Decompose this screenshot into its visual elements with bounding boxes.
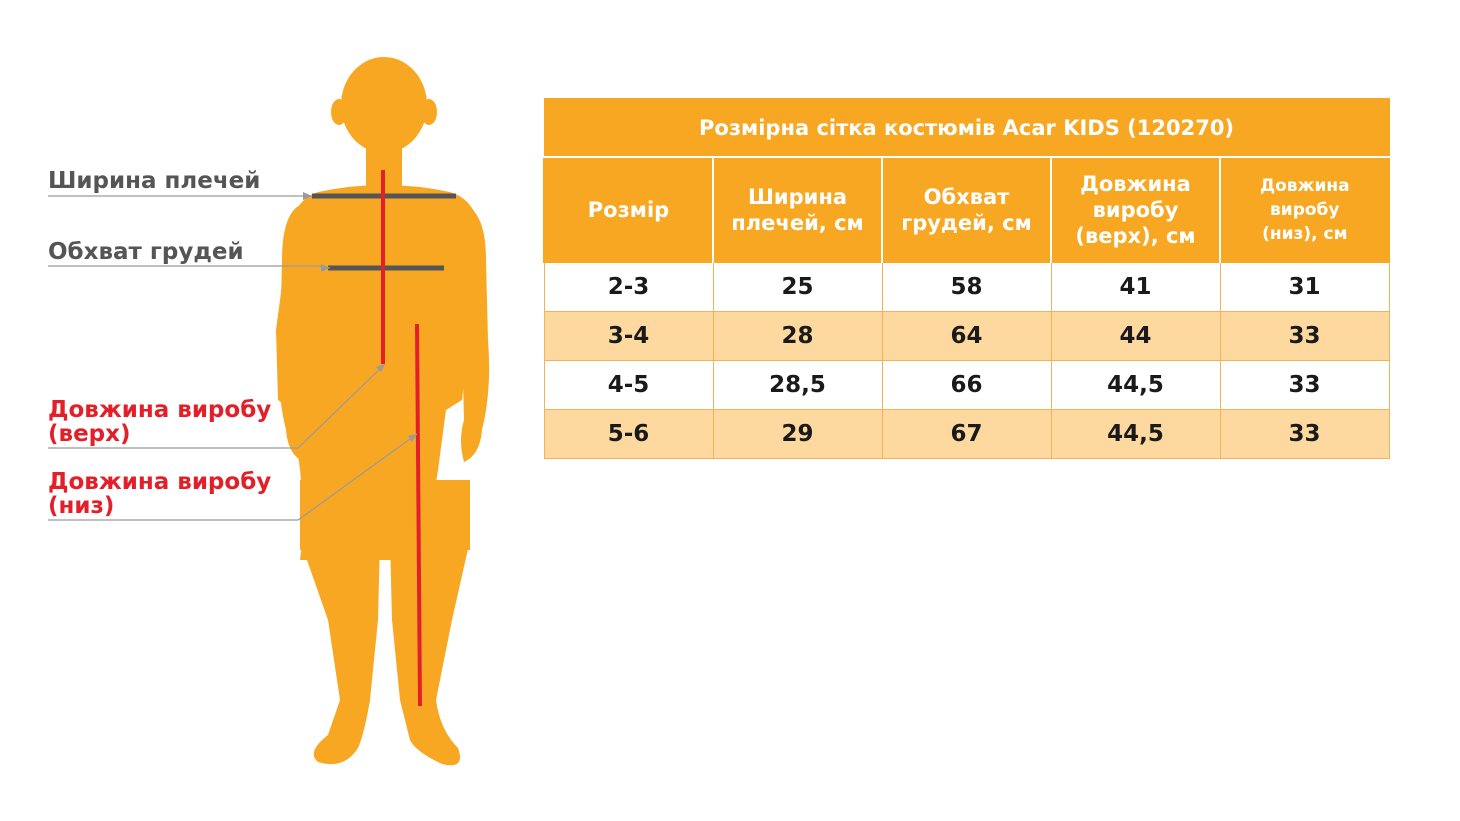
header-line: Обхват: [923, 185, 1010, 209]
shoulder-width-label: Ширина плечей: [48, 168, 261, 194]
column-header-size-text: Розмір: [587, 198, 670, 222]
table-cell: 3-4: [543, 311, 714, 361]
table-cell: 28: [712, 311, 883, 361]
body-silhouette: [276, 57, 490, 766]
table-row: 5-6 29 67 44,5 33: [543, 409, 1390, 459]
column-header-top-length: Довжина виробу (верх), см: [1050, 156, 1221, 263]
table-cell: 28,5: [712, 360, 883, 410]
leader-arrows: [303, 192, 417, 442]
table-cell: 44,5: [1050, 360, 1221, 410]
table-cell: 64: [881, 311, 1052, 361]
table-title: Розмірна сітка костюмів Acar KIDS (12027…: [543, 98, 1390, 158]
table-cell: 41: [1050, 262, 1221, 312]
header-line: (низ), см: [1262, 224, 1348, 244]
column-header-bottom-length: Довжина виробу (низ), см: [1218, 156, 1390, 263]
table-cell: 4-5: [543, 360, 714, 410]
header-line: грудей, см: [901, 211, 1032, 235]
table-row: 2-3 25 58 41 31: [543, 262, 1390, 312]
table-cell: 25: [712, 262, 883, 312]
table-cell: 31: [1219, 262, 1390, 312]
bottom-length-label-line2: (низ): [48, 493, 115, 519]
table-cell: 2-3: [543, 262, 714, 312]
table-title-row: Розмірна сітка костюмів Acar KIDS (12027…: [543, 98, 1390, 158]
table-cell: 33: [1219, 409, 1390, 459]
bottom-length-measure-line: [415, 323, 422, 707]
table-cell: 44,5: [1050, 409, 1221, 459]
column-header-size: Розмір: [543, 156, 714, 263]
body-figure: [48, 57, 490, 766]
table-cell: 44: [1050, 311, 1221, 361]
header-line: Ширина: [747, 185, 848, 209]
table-cell: 66: [881, 360, 1052, 410]
top-length-label-line1: Довжина виробу: [48, 397, 272, 423]
column-header-chest-girth: Обхват грудей, см: [881, 156, 1052, 263]
header-line: Довжина: [1259, 176, 1350, 196]
header-line: виробу: [1092, 198, 1179, 222]
top-length-label-line2: (верх): [48, 421, 131, 447]
table-row: 4-5 28,5 66 44,5 33: [543, 360, 1390, 410]
header-line: Довжина: [1080, 172, 1191, 196]
table-row: 3-4 28 64 44 33: [543, 311, 1390, 361]
header-line: (верх), см: [1075, 224, 1196, 248]
column-header-shoulder-width: Ширина плечей, см: [712, 156, 883, 263]
table-cell: 33: [1219, 360, 1390, 410]
chest-girth-label: Обхват грудей: [48, 239, 244, 265]
table-cell: 33: [1219, 311, 1390, 361]
table-cell: 5-6: [543, 409, 714, 459]
header-line: виробу: [1270, 200, 1340, 220]
bottom-length-label-line1: Довжина виробу: [48, 469, 272, 495]
table-cell: 67: [881, 409, 1052, 459]
table-cell: 58: [881, 262, 1052, 312]
table-cell: 29: [712, 409, 883, 459]
size-table: Розмірна сітка костюмів Acar KIDS (12027…: [543, 98, 1390, 459]
header-line: плечей, см: [731, 211, 864, 235]
table-header-row: Розмір Ширина плечей, см Обхват грудей, …: [543, 156, 1390, 263]
